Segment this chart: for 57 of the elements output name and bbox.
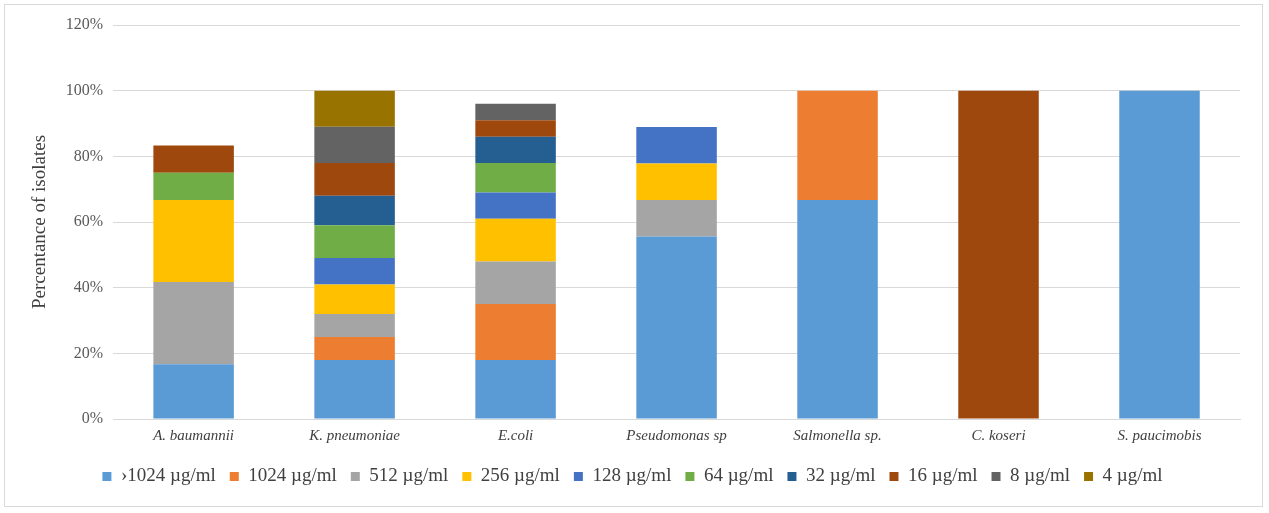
bar — [1119, 90, 1200, 419]
bar — [314, 336, 395, 360]
bar — [636, 236, 717, 419]
bar — [314, 162, 395, 196]
bar — [314, 313, 395, 337]
bar — [314, 359, 395, 419]
x-tick-label: Pseudomonas sp — [625, 426, 728, 443]
bar — [314, 90, 395, 127]
x-tick-label: E.coli — [496, 426, 534, 443]
y-tick-label: 0% — [81, 409, 104, 427]
bar — [475, 304, 556, 360]
bar — [958, 90, 1039, 419]
legend-label: 256 µg/ml — [480, 464, 560, 486]
bar — [475, 103, 556, 121]
y-tick-label: 80% — [73, 146, 104, 164]
legend-label: 4 µg/ml — [1102, 464, 1163, 486]
y-tick-label: 60% — [73, 212, 104, 230]
bar — [475, 162, 556, 193]
legend-label: 64 µg/ml — [703, 464, 774, 486]
bar — [153, 200, 234, 283]
legend-label: 32 µg/ml — [805, 464, 876, 486]
y-tick-label: 40% — [73, 277, 104, 295]
x-tick-label: K. pneumoniae — [308, 426, 401, 443]
bar — [636, 127, 717, 164]
y-tick-label: 100% — [65, 80, 104, 98]
bar — [636, 163, 717, 200]
bar — [475, 136, 556, 163]
x-tick-label: A. baumannii — [152, 426, 235, 443]
legend-label: 1024 µg/ml — [248, 464, 337, 486]
bar — [153, 145, 234, 173]
bar — [475, 218, 556, 262]
legend-label: 512 µg/ml — [369, 464, 449, 486]
bar — [314, 225, 395, 259]
bar — [153, 172, 234, 200]
bar — [475, 120, 556, 137]
bar — [797, 200, 878, 419]
legend-label: ›1024 µg/ml — [120, 464, 216, 486]
x-tick-label: C. koseri — [971, 426, 1026, 443]
y-axis-title: Percentance of isolates — [28, 134, 50, 310]
bar — [797, 90, 878, 200]
bar — [314, 195, 395, 226]
bar — [153, 282, 234, 365]
bar — [636, 200, 717, 237]
y-tick-label: 120% — [65, 15, 104, 33]
legend-label: 16 µg/ml — [907, 464, 978, 486]
bar — [314, 126, 395, 163]
legend-label: 8 µg/ml — [1010, 464, 1071, 486]
bar — [475, 359, 556, 419]
x-tick-label: Salmonella sp. — [793, 426, 882, 443]
legend-label: 128 µg/ml — [592, 464, 672, 486]
bar — [153, 364, 234, 419]
bar — [475, 192, 556, 219]
bar — [314, 258, 395, 285]
y-tick-label: 20% — [73, 343, 104, 361]
x-tick-label: S. paucimobis — [1117, 426, 1202, 443]
bar — [314, 284, 395, 314]
bar — [475, 261, 556, 305]
